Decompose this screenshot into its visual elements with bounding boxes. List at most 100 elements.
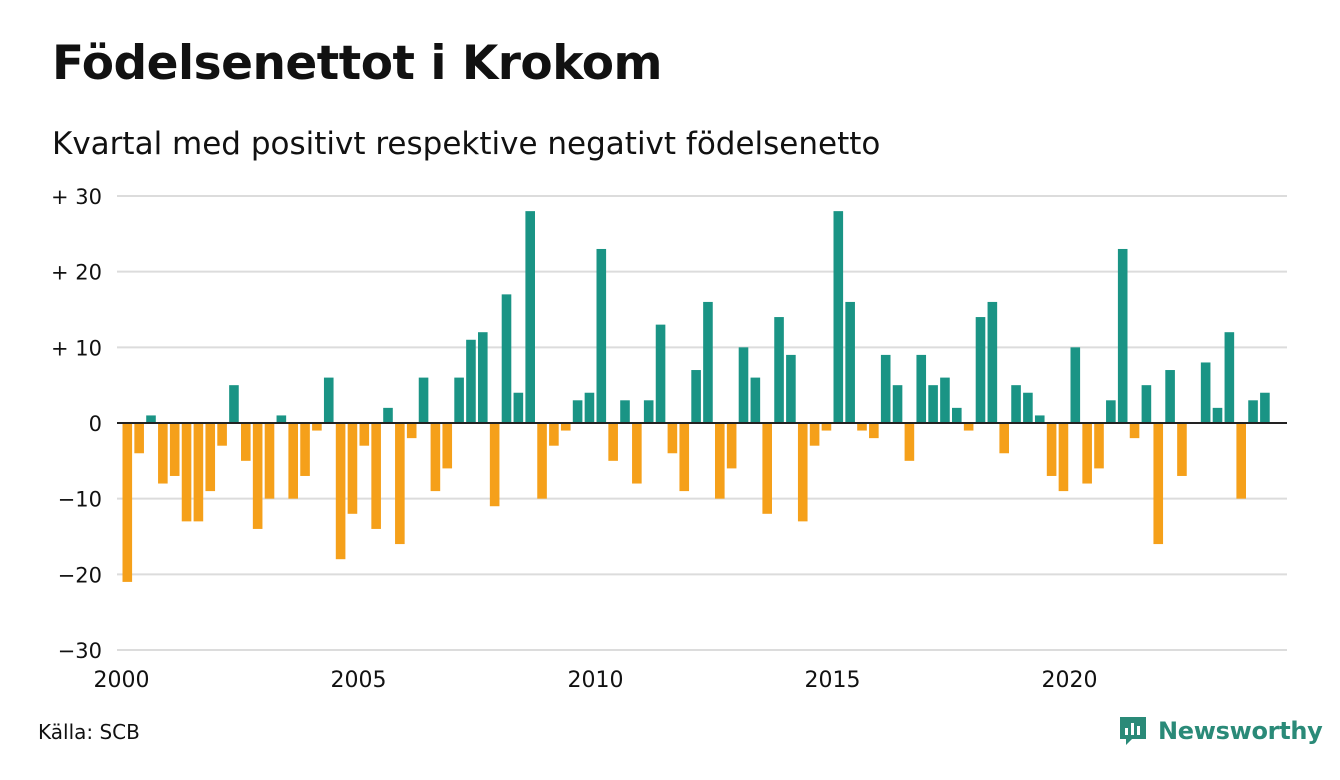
x-tick-label: 2000 [94,668,150,693]
bar [632,423,642,484]
bar [146,415,156,423]
bar [525,211,535,423]
bar [371,423,381,529]
bar-chart-logo-icon [1120,717,1146,745]
bar [715,423,725,499]
bar [335,423,346,560]
bar [880,354,891,423]
bar [1023,392,1033,423]
x-tick-label: 2015 [805,668,861,693]
y-tick-label: −10 [58,488,102,512]
bar [608,423,618,461]
bar [241,423,251,461]
bar [264,423,275,499]
bar [1070,347,1081,423]
bar [821,423,832,431]
bar [999,423,1009,454]
bar [667,423,678,454]
bar [430,423,441,492]
bar [1106,400,1116,423]
bar [1117,248,1128,423]
bar [288,423,298,499]
bar [418,377,429,423]
bar [1129,423,1140,439]
bar [312,423,322,431]
bar [513,392,524,423]
bar [620,400,630,423]
bar [158,423,168,484]
bar [181,423,192,522]
chart-title: Födelsenettot i Krokom [52,36,662,91]
bar [1034,415,1045,423]
bar [454,377,464,423]
source-note: Källa: SCB [38,720,140,744]
bar [1165,370,1175,423]
y-tick-label: + 30 [51,185,102,209]
bar [395,423,405,545]
y-tick-label: + 20 [51,261,102,285]
bar [347,423,358,514]
bar [359,423,370,446]
bar [774,317,784,423]
bar [1224,332,1235,423]
bar [229,385,239,423]
bar [750,377,761,423]
bar [1177,423,1187,476]
bar [1046,423,1057,476]
bar-chart: + 30 + 20 + 10 0 −10 −20 −30 2000 2005 2010 2015 20… [51,185,1287,693]
bar [786,354,796,423]
x-tick-label: 2005 [331,668,387,693]
x-tick-label: 2010 [568,668,624,693]
bar [940,377,950,423]
bar [1236,423,1246,499]
bar [1248,400,1258,423]
bar [252,423,263,529]
bar [205,423,216,492]
bar [549,423,559,446]
bar [560,423,571,431]
bar [1011,385,1021,423]
y-tick-label: 0 [89,412,102,436]
bar [122,423,133,582]
bar [1200,362,1211,423]
bar [572,400,583,423]
bar [300,423,310,476]
bar [1094,423,1104,469]
bar [691,370,701,423]
bar [797,423,808,522]
bar [952,407,962,423]
bar [762,423,772,514]
bar [537,423,547,499]
bar [655,324,666,423]
bar [987,301,998,423]
bar [975,317,986,423]
bar [276,415,287,423]
bar [869,423,879,439]
bar [217,423,227,446]
bar [679,423,690,492]
bar [478,332,488,423]
bar [1260,392,1270,423]
bar [845,301,855,423]
bar [1058,423,1069,492]
bar [857,423,867,431]
bar [489,423,500,507]
bar [738,347,749,423]
x-tick-label: 2020 [1042,668,1098,693]
bar [323,377,334,423]
bar [928,385,938,423]
bar [596,248,607,423]
bar [466,339,476,423]
bar [892,385,903,423]
bar [1153,423,1164,545]
y-tick-label: −30 [58,639,102,663]
bar [916,354,927,423]
bar [134,423,144,454]
bar [584,392,595,423]
bar [406,423,417,439]
y-tick-label: −20 [58,563,102,587]
bar [703,301,713,423]
bar [383,407,393,423]
bar [726,423,737,469]
bar [1082,423,1092,484]
